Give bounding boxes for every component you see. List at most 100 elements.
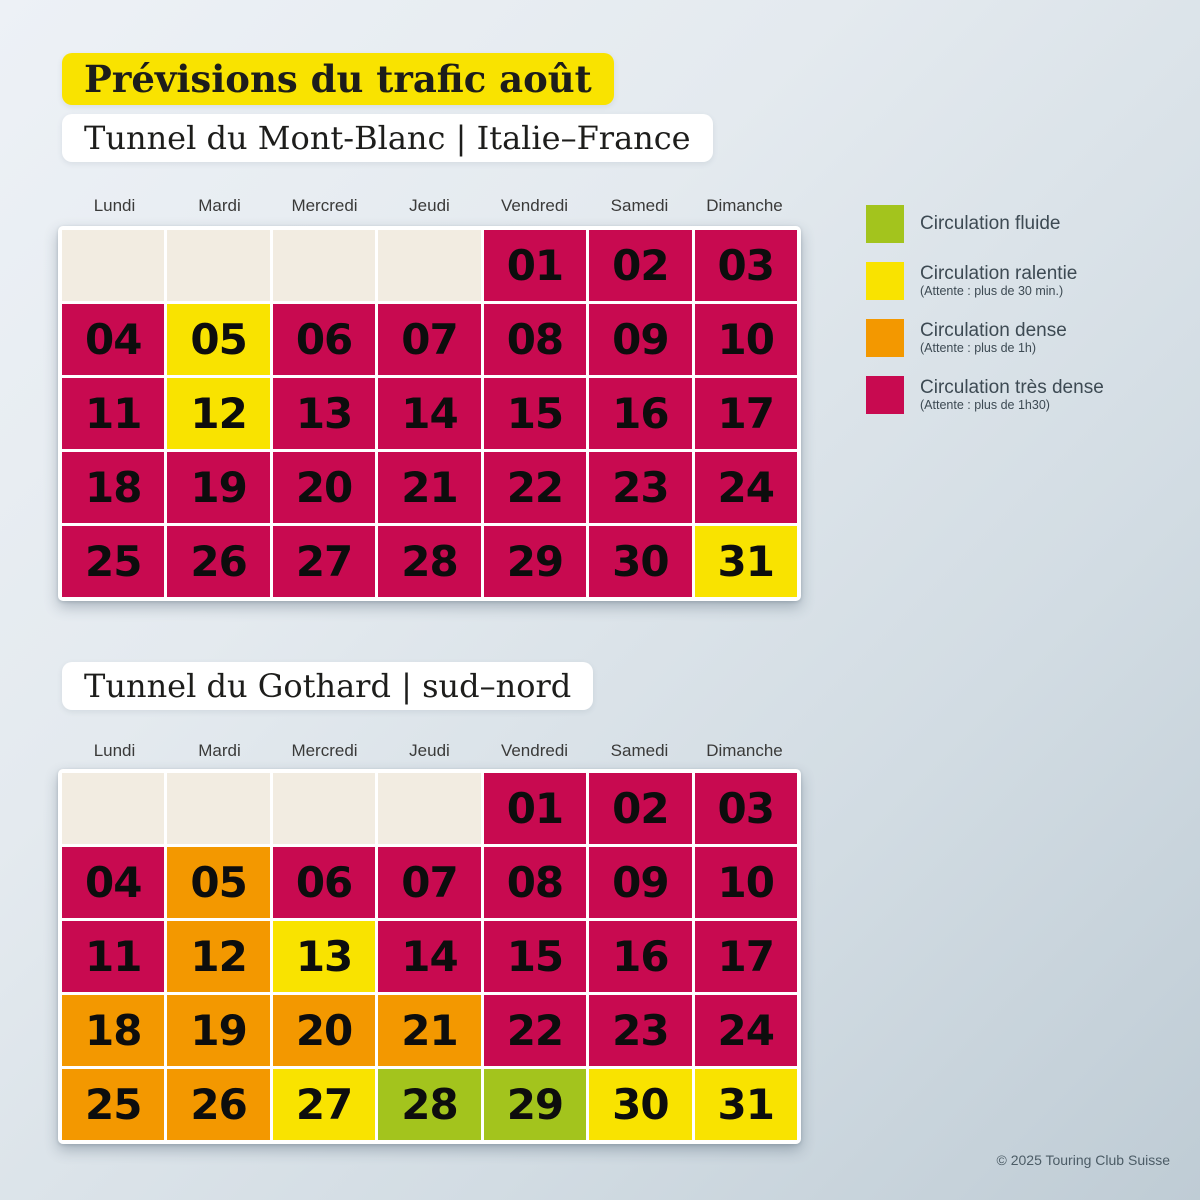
day-cell: 06 [272,847,376,918]
day-cell: 15 [483,378,587,449]
day-cell: 13 [272,921,376,992]
day-cell: 20 [272,452,376,523]
day-cell: 29 [483,526,587,597]
day-cell: 14 [378,921,481,992]
day-cell: 25 [62,526,165,597]
day-cell: 30 [589,1069,692,1140]
legend: Circulation fluide Circulation ralentie (A… [866,205,1166,433]
day-cell: 17 [694,921,797,992]
day-header: Mercredi [291,196,358,215]
day-cell: 02 [589,230,692,301]
day-cell: 18 [62,995,165,1066]
day-cell: 21 [378,995,481,1066]
day-cell: 09 [589,847,692,918]
day-header: Lundi [93,196,136,215]
day-cell: 30 [589,526,692,597]
day-cell: 22 [483,452,587,523]
legend-label: Circulation dense [920,319,1067,341]
empty-cell [167,230,270,301]
day-cell: 05 [167,304,270,375]
day-cell: 05 [167,847,270,918]
day-cell: 31 [694,1069,797,1140]
empty-cell [378,230,481,301]
legend-sublabel: (Attente : plus de 1h30) [920,398,1050,413]
day-cell: 14 [378,378,481,449]
day-cell: 18 [62,452,165,523]
day-cell: 12 [167,921,270,992]
day-header: Vendredi [500,741,569,760]
day-header: Jeudi [409,196,450,215]
calendar-grid: 01 02 03 04 05 06 07 08 09 10 11 12 13 14 15 16 17 18 19 20… [58,226,801,601]
day-cell: 25 [62,1069,165,1140]
day-cell: 06 [272,304,376,375]
day-header: Mercredi [291,741,358,760]
legend-text: Circulation très dense (Attente : plus de… [920,377,1104,414]
empty-cell [378,773,481,844]
day-cell: 02 [589,773,692,844]
day-cell: 12 [167,378,270,449]
day-cell: 21 [378,452,481,523]
day-header: Mardi [198,741,241,760]
day-cell: 27 [272,1069,376,1140]
legend-sublabel: (Attente : plus de 30 min.) [920,284,1064,299]
day-cell: 17 [694,378,797,449]
day-cell: 26 [167,526,270,597]
day-cell: 09 [589,304,692,375]
legend-swatch-tres-dense [866,376,904,414]
day-header: Samedi [610,741,669,760]
day-cell: 04 [62,304,165,375]
legend-item-ralentie: Circulation ralentie (Attente : plus de 3… [866,262,1166,300]
day-cell: 28 [378,526,481,597]
day-cell: 15 [483,921,587,992]
day-cell: 19 [167,452,270,523]
page-title: Prévisions du trafic août [62,53,614,105]
day-cell: 16 [589,921,692,992]
day-cell: 03 [694,773,797,844]
day-cell: 27 [272,526,376,597]
day-cell: 19 [167,995,270,1066]
day-header: Dimanche [706,196,783,215]
day-cell: 23 [589,995,692,1066]
day-header: Vendredi [500,196,569,215]
day-cell: 22 [483,995,587,1066]
subtitle-text: Tunnel du Gothard | sud–nord [84,667,572,705]
day-header: Dimanche [706,741,783,760]
copyright-text: © 2025 Touring Club Suisse [996,1152,1171,1168]
calendar-subtitle-gothard: Tunnel du Gothard | sud–nord [62,662,594,710]
legend-text: Circulation ralentie (Attente : plus de 3… [920,263,1077,300]
day-cell: 16 [589,378,692,449]
legend-swatch-ralentie [866,262,904,300]
day-cell: 10 [694,847,797,918]
empty-cell [272,773,376,844]
day-cell: 13 [272,378,376,449]
legend-swatch-fluide [866,205,904,243]
day-cell: 11 [62,378,165,449]
day-cell: 01 [483,230,587,301]
legend-sublabel: (Attente : plus de 1h) [920,341,1037,356]
day-cell: 03 [694,230,797,301]
day-cell: 24 [694,452,797,523]
day-cell: 04 [62,847,165,918]
legend-text: Circulation dense (Attente : plus de 1h) [920,320,1067,357]
empty-cell [272,230,376,301]
day-cell: 24 [694,995,797,1066]
legend-swatch-dense [866,319,904,357]
day-cell: 11 [62,921,165,992]
empty-cell [167,773,270,844]
day-cell: 29 [483,1069,587,1140]
legend-item-fluide: Circulation fluide [866,205,1166,243]
empty-cell [62,230,165,301]
day-header: Mardi [198,196,241,215]
day-cell: 23 [589,452,692,523]
calendar-grid: 01 02 03 04 05 06 07 08 09 10 11 12 13 14 15 16 17 18 19 20… [58,769,801,1144]
day-header-row: Lundi Mardi Mercredi Jeudi Vendredi Samedi Dim… [62,196,797,218]
day-cell: 08 [483,304,587,375]
day-cell: 10 [694,304,797,375]
day-header: Lundi [93,741,136,760]
day-header: Jeudi [409,741,450,760]
day-header-row: Lundi Mardi Mercredi Jeudi Vendredi Samedi Dim… [62,741,797,763]
day-cell: 07 [378,847,481,918]
calendar-subtitle-mont-blanc: Tunnel du Mont-Blanc | Italie–France [62,114,713,162]
day-header: Samedi [610,196,669,215]
day-cell: 07 [378,304,481,375]
